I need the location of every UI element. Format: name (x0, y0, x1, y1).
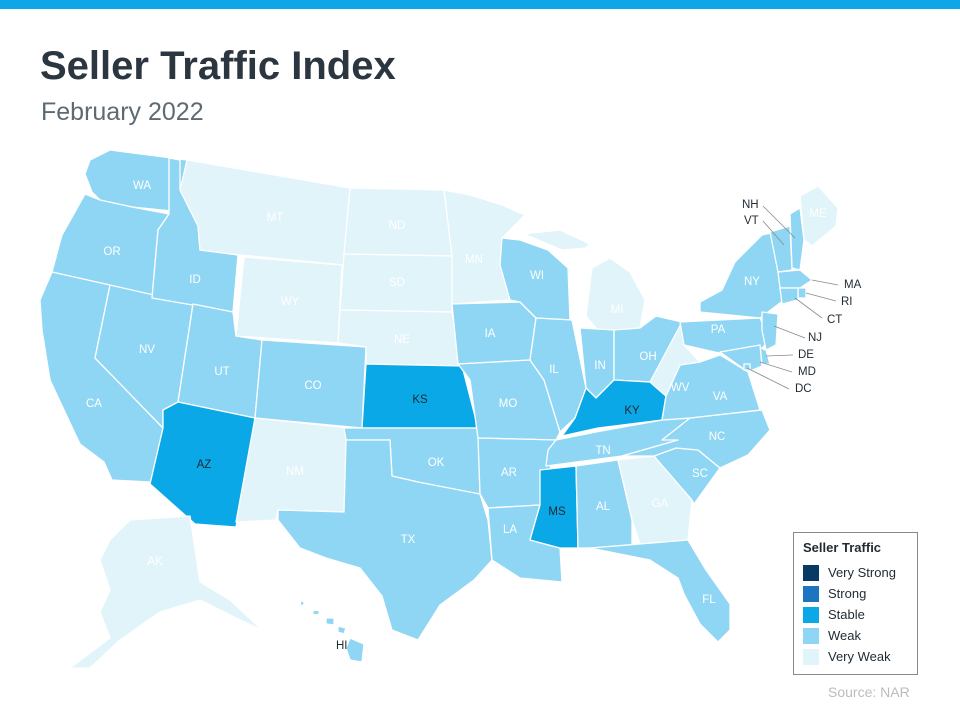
state-label: WI (530, 270, 544, 282)
state-label: IN (594, 360, 606, 372)
state-label: NC (709, 431, 726, 443)
state-label: NY (744, 276, 760, 288)
state-label: VA (713, 391, 728, 403)
state-callout-label: DE (798, 349, 814, 361)
state-ky (561, 379, 667, 437)
state-callout-label: VT (744, 215, 759, 227)
state-label: PA (711, 324, 726, 336)
state-callout-label: NJ (808, 332, 822, 344)
state-label: MS (548, 506, 566, 518)
state-label: KS (412, 394, 428, 406)
state-ak (69, 515, 263, 669)
state-callout-label: HI (336, 640, 348, 652)
state-label: WA (133, 180, 151, 192)
state-label: SD (389, 277, 405, 289)
state-label: OK (428, 457, 445, 469)
state-il (529, 317, 587, 433)
callout-labels: NH VT MA RI CT NJ DE MD DC HI (336, 199, 862, 652)
legend-item-stable: Stable (803, 604, 917, 625)
state-hi (299, 599, 365, 663)
legend-item-weak: Weak (803, 625, 917, 646)
legend-swatch (803, 564, 819, 581)
state-ri (797, 287, 807, 299)
state-nj (761, 311, 779, 351)
legend-label: Very Weak (828, 649, 891, 664)
state-label: MI (611, 304, 624, 316)
state-label: TX (401, 534, 416, 546)
state-label: GA (652, 498, 669, 510)
state-label: MN (465, 254, 483, 266)
top-accent-bar (0, 0, 960, 9)
legend-label: Stable (828, 607, 865, 622)
state-labels: WA OR CA NV ID MT WY UT AZ CO NM ND SD N… (86, 180, 827, 606)
state-label: WV (671, 382, 690, 394)
state-label: UT (214, 366, 229, 378)
state-label: CA (86, 398, 102, 410)
state-ma (777, 269, 813, 289)
state-mt (179, 159, 351, 266)
state-fl (589, 539, 731, 643)
state-callout-label: CT (827, 314, 842, 326)
map-legend: Seller Traffic Very Strong Strong Stable… (793, 532, 918, 675)
state-label: KY (624, 405, 640, 417)
state-label: ND (389, 220, 406, 232)
legend-label: Very Strong (828, 565, 896, 580)
state-callout-label: MD (798, 366, 816, 378)
state-md (719, 344, 763, 373)
state-label: AR (501, 467, 517, 479)
state-label: WY (281, 296, 300, 308)
page-title: Seller Traffic Index (40, 44, 396, 88)
state-label: NM (286, 466, 304, 478)
state-label: ME (809, 208, 827, 220)
state-label: CO (304, 380, 321, 392)
state-ct (779, 287, 799, 305)
state-ny (699, 231, 785, 319)
state-label: AK (147, 556, 163, 568)
state-label: SC (692, 468, 708, 480)
state-label: IA (485, 328, 496, 340)
legend-swatch (803, 585, 819, 602)
page-subtitle: February 2022 (41, 98, 204, 126)
legend-label: Weak (828, 628, 861, 643)
callout-lines (746, 205, 839, 390)
state-label: OH (639, 351, 656, 363)
state-callout-label: DC (795, 383, 812, 395)
state-callout-label: RI (841, 296, 853, 308)
state-callout-label: NH (742, 199, 759, 211)
state-label: AL (596, 501, 611, 513)
state-label: ID (189, 274, 201, 286)
state-vt (769, 225, 793, 273)
legend-swatch (803, 648, 819, 665)
state-mi (523, 229, 646, 334)
state-label: NV (139, 344, 155, 356)
legend-label: Strong (828, 586, 867, 601)
state-tx (277, 439, 493, 641)
state-label: MO (499, 398, 518, 410)
state-label: FL (702, 594, 716, 606)
legend-item-strong: Strong (803, 583, 917, 604)
legend-item-very-weak: Very Weak (803, 646, 917, 667)
state-label: IL (549, 364, 559, 376)
state-label: LA (503, 524, 517, 536)
legend-item-very-strong: Very Strong (803, 562, 917, 583)
state-label: AZ (197, 459, 212, 471)
state-label: TN (595, 445, 610, 457)
state-callout-label: MA (844, 279, 862, 291)
legend-swatch (803, 627, 819, 644)
legend-title: Seller Traffic (803, 540, 882, 555)
source-note: Source: NAR (828, 684, 910, 700)
legend-swatch (803, 606, 819, 623)
state-label: MT (267, 212, 284, 224)
state-label: OR (103, 246, 120, 258)
state-label: NE (394, 334, 410, 346)
